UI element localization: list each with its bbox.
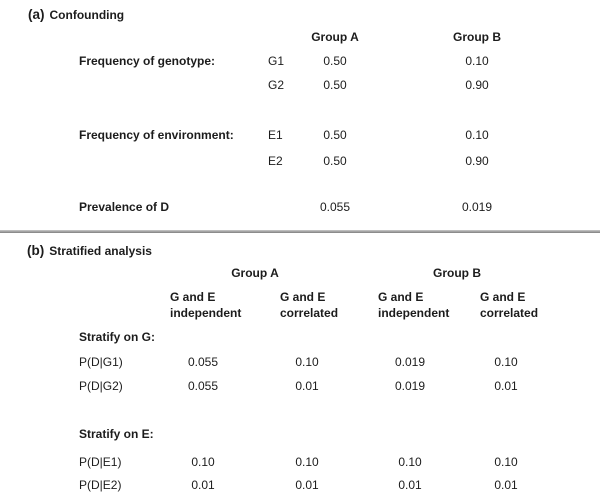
value-cell: 0.10 xyxy=(494,355,518,369)
panel-b-heading: (b) Stratified analysis xyxy=(27,243,152,259)
col-header-b-correlated: G and E correlated xyxy=(480,289,538,321)
value-cell: 0.055 xyxy=(187,355,219,369)
col-header-line2: correlated xyxy=(280,306,339,320)
panel-a-label: (a) xyxy=(28,7,45,22)
col-header-line1: G and E xyxy=(280,290,326,304)
row-label-prevalence-d: Prevalence of D xyxy=(79,200,170,214)
panel-b-label: (b) xyxy=(27,243,45,258)
col-header-line1: G and E xyxy=(170,290,216,304)
col-header-a-correlated: G and E correlated xyxy=(280,289,338,321)
panel-b-title: Stratified analysis xyxy=(49,244,152,258)
value-cell-e1-group-a: 0.50 xyxy=(323,128,347,142)
value-cell: 0.01 xyxy=(494,478,518,492)
col-header-line1: G and E xyxy=(480,290,526,304)
value-cell: 0.055 xyxy=(187,379,219,393)
value-cell: 0.01 xyxy=(494,379,518,393)
value-cell: 0.01 xyxy=(191,478,215,492)
row-label-frequency-environment: Frequency of environment: xyxy=(79,128,234,142)
value-cell-prevalence-group-a: 0.055 xyxy=(319,200,351,214)
sub-label-g1: G1 xyxy=(268,54,285,68)
row-label-p-d-e1: P(D|E1) xyxy=(79,455,122,469)
value-cell-g2-group-b: 0.90 xyxy=(465,78,489,92)
value-cell-prevalence-group-b: 0.019 xyxy=(461,200,493,214)
value-cell: 0.019 xyxy=(394,379,426,393)
row-label-p-d-e2: P(D|E2) xyxy=(79,478,122,492)
col-header-line1: G and E xyxy=(378,290,424,304)
value-cell: 0.10 xyxy=(295,455,319,469)
value-cell-g2-group-a: 0.50 xyxy=(323,78,347,92)
row-label-p-d-g2: P(D|G2) xyxy=(79,379,123,393)
value-cell: 0.01 xyxy=(398,478,422,492)
panel-a-col-header-group-a: Group A xyxy=(311,30,359,44)
col-header-a-independent: G and E independent xyxy=(170,289,241,321)
value-cell-e2-group-a: 0.50 xyxy=(323,154,347,168)
sub-label-e1: E1 xyxy=(268,128,283,142)
col-header-line2: independent xyxy=(170,306,242,320)
panel-b-group-header-a: Group A xyxy=(231,266,279,280)
value-cell: 0.10 xyxy=(191,455,215,469)
sub-label-e2: E2 xyxy=(268,154,283,168)
value-cell: 0.10 xyxy=(494,455,518,469)
value-cell: 0.10 xyxy=(398,455,422,469)
section-title-stratify-g: Stratify on G: xyxy=(79,330,156,344)
value-cell-g1-group-b: 0.10 xyxy=(465,54,489,68)
value-cell: 0.01 xyxy=(295,379,319,393)
row-label-frequency-genotype: Frequency of genotype: xyxy=(79,54,216,68)
panel-a-title: Confounding xyxy=(49,8,125,22)
col-header-line2: correlated xyxy=(480,306,539,320)
value-cell: 0.019 xyxy=(394,355,426,369)
sub-label-g2: G2 xyxy=(268,78,285,92)
panel-a-heading: (a) Confounding xyxy=(28,7,125,23)
value-cell-e1-group-b: 0.10 xyxy=(465,128,489,142)
value-cell-g1-group-a: 0.50 xyxy=(323,54,347,68)
row-label-p-d-g1: P(D|G1) xyxy=(79,355,123,369)
value-cell-e2-group-b: 0.90 xyxy=(465,154,489,168)
panel-b-group-header-b: Group B xyxy=(433,266,481,280)
section-divider-rule xyxy=(0,230,600,233)
value-cell: 0.01 xyxy=(295,478,319,492)
section-title-stratify-e: Stratify on E: xyxy=(79,427,154,441)
value-cell: 0.10 xyxy=(295,355,319,369)
panel-a-col-header-group-b: Group B xyxy=(453,30,501,44)
col-header-b-independent: G and E independent xyxy=(378,289,449,321)
col-header-line2: independent xyxy=(378,306,450,320)
